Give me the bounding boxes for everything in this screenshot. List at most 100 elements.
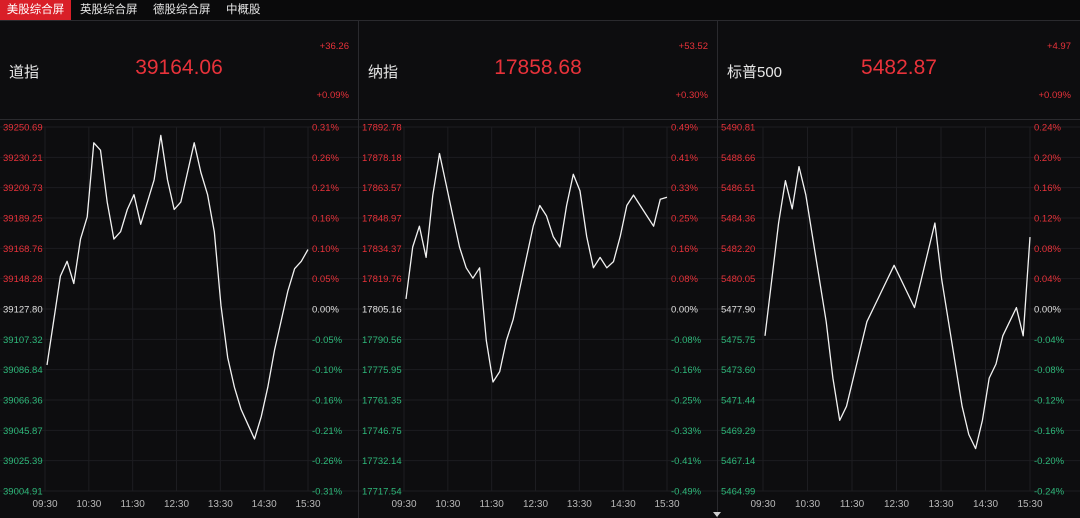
pct-tick-label: 0.05% <box>312 274 339 285</box>
time-tick-label: 14:30 <box>252 499 277 510</box>
pct-tick-label: 0.49% <box>671 123 698 134</box>
price-tick-label: 17848.97 <box>362 214 402 225</box>
pct-tick-label: 0.21% <box>312 183 339 194</box>
tab-us-overview[interactable]: 美股综合屏 <box>0 0 71 20</box>
price-tick-label: 5490.81 <box>721 123 755 134</box>
time-tick-label: 09:30 <box>32 499 57 510</box>
time-tick-label: 10:30 <box>795 499 820 510</box>
time-tick-label: 12:30 <box>884 499 909 510</box>
index-price: 17858.68 <box>494 56 582 79</box>
pct-tick-label: 0.16% <box>671 244 698 255</box>
index-name: 道指 <box>9 64 40 81</box>
price-tick-label: 5469.29 <box>721 426 755 437</box>
pct-tick-label: -0.08% <box>671 335 702 346</box>
price-tick-label: 17834.37 <box>362 244 402 255</box>
price-tick-label: 17746.75 <box>362 426 402 437</box>
pct-tick-label: 0.16% <box>1034 183 1061 194</box>
time-tick-label: 11:30 <box>121 499 146 510</box>
price-tick-label: 17775.95 <box>362 365 402 376</box>
pct-tick-label: -0.31% <box>312 487 343 498</box>
price-tick-label: 17805.16 <box>362 305 402 316</box>
pct-tick-label: -0.20% <box>1034 456 1065 467</box>
pct-tick-label: 0.08% <box>1034 244 1061 255</box>
pct-tick-label: -0.08% <box>1034 365 1065 376</box>
pct-tick-label: -0.10% <box>312 365 343 376</box>
index-change: +53.52 <box>678 41 708 52</box>
intraday-chart[interactable]: 17892.78 0.49% 17878.18 0.41% 17863.57 0.33% 1… <box>359 120 717 518</box>
price-tick-label: 5473.60 <box>721 365 755 376</box>
price-tick-label: 5484.36 <box>721 214 755 225</box>
price-tick-label: 39107.32 <box>3 335 43 346</box>
time-tick-label: 14:30 <box>611 499 636 510</box>
price-tick-label: 39004.91 <box>3 487 43 498</box>
price-tick-label: 17819.76 <box>362 274 402 285</box>
tab-bar: 美股综合屏 英股综合屏 德股综合屏 中概股 <box>0 0 1080 21</box>
pct-tick-label: -0.16% <box>671 365 702 376</box>
price-tick-label: 17761.35 <box>362 396 402 407</box>
price-tick-label: 5486.51 <box>721 183 755 194</box>
price-tick-label: 5475.75 <box>721 335 755 346</box>
pct-tick-label: -0.21% <box>312 426 343 437</box>
time-tick-label: 14:30 <box>973 499 998 510</box>
time-tick-label: 13:30 <box>208 499 233 510</box>
price-tick-label: 5488.66 <box>721 153 755 164</box>
index-change: +36.26 <box>319 41 349 52</box>
pct-tick-label: -0.49% <box>671 487 702 498</box>
price-tick-label: 39127.80 <box>3 305 43 316</box>
time-tick-label: 11:30 <box>840 499 865 510</box>
time-tick-label: 15:30 <box>654 499 679 510</box>
time-tick-label: 10:30 <box>435 499 460 510</box>
tab-china-concept[interactable]: 中概股 <box>226 4 261 16</box>
pct-tick-label: 0.00% <box>1034 305 1061 316</box>
index-change: +4.97 <box>1046 41 1071 52</box>
time-tick-label: 12:30 <box>523 499 548 510</box>
time-tick-label: 10:30 <box>76 499 101 510</box>
dow-panel[interactable]: 道指 39164.06 +36.26 +0.09% 39250.69 0.31% 3… <box>0 21 359 518</box>
time-tick-label: 13:30 <box>567 499 592 510</box>
index-price: 5482.87 <box>861 56 937 79</box>
index-name: 纳指 <box>368 64 399 81</box>
index-change-pct: +0.30% <box>675 90 709 101</box>
pct-tick-label: 0.16% <box>312 214 339 225</box>
pct-tick-label: 0.00% <box>312 305 339 316</box>
pct-tick-label: -0.16% <box>1034 426 1065 437</box>
quote-header: 标普500 5482.87 +4.97 +0.09% <box>718 21 1080 120</box>
sp500-panel[interactable]: 标普500 5482.87 +4.97 +0.09% 5490.81 0.24% 5… <box>718 21 1080 518</box>
pct-tick-label: -0.26% <box>312 456 343 467</box>
pct-tick-label: -0.25% <box>671 396 702 407</box>
tab-de-overview[interactable]: 德股综合屏 <box>153 4 211 16</box>
intraday-chart[interactable]: 39250.69 0.31% 39230.21 0.26% 39209.73 0.21% 3… <box>0 120 358 518</box>
price-tick-label: 39189.25 <box>3 214 43 225</box>
price-tick-label: 39066.36 <box>3 396 43 407</box>
index-change-pct: +0.09% <box>316 90 350 101</box>
index-change-pct: +0.09% <box>1038 90 1072 101</box>
nasdaq-panel[interactable]: 纳指 17858.68 +53.52 +0.30% 17892.78 0.49% 1… <box>359 21 718 518</box>
price-line <box>405 152 668 383</box>
pct-tick-label: 0.25% <box>671 214 698 225</box>
time-tick-label: 15:30 <box>1017 499 1042 510</box>
price-tick-label: 5482.20 <box>721 244 755 255</box>
price-tick-label: 5471.44 <box>721 396 755 407</box>
price-tick-label: 17892.78 <box>362 123 402 134</box>
pct-tick-label: -0.16% <box>312 396 343 407</box>
pct-tick-label: 0.41% <box>671 153 698 164</box>
quote-header: 纳指 17858.68 +53.52 +0.30% <box>359 21 717 120</box>
price-tick-label: 39230.21 <box>3 153 43 164</box>
price-tick-label: 39209.73 <box>3 183 43 194</box>
price-tick-label: 39148.28 <box>3 274 43 285</box>
time-tick-label: 13:30 <box>928 499 953 510</box>
pct-tick-label: -0.33% <box>671 426 702 437</box>
price-line <box>764 165 1031 450</box>
pct-tick-label: 0.20% <box>1034 153 1061 164</box>
pct-tick-label: -0.41% <box>671 456 702 467</box>
price-tick-label: 5467.14 <box>721 456 755 467</box>
pct-tick-label: -0.24% <box>1034 487 1065 498</box>
pct-tick-label: 0.10% <box>312 244 339 255</box>
expand-caret-icon[interactable] <box>713 512 721 517</box>
pct-tick-label: 0.33% <box>671 183 698 194</box>
price-tick-label: 39045.87 <box>3 426 43 437</box>
intraday-chart[interactable]: 5490.81 0.24% 5488.66 0.20% 5486.51 0.16% 5484… <box>718 120 1080 518</box>
pct-tick-label: -0.05% <box>312 335 343 346</box>
tab-uk-overview[interactable]: 英股综合屏 <box>80 4 138 16</box>
index-price: 39164.06 <box>135 56 223 79</box>
